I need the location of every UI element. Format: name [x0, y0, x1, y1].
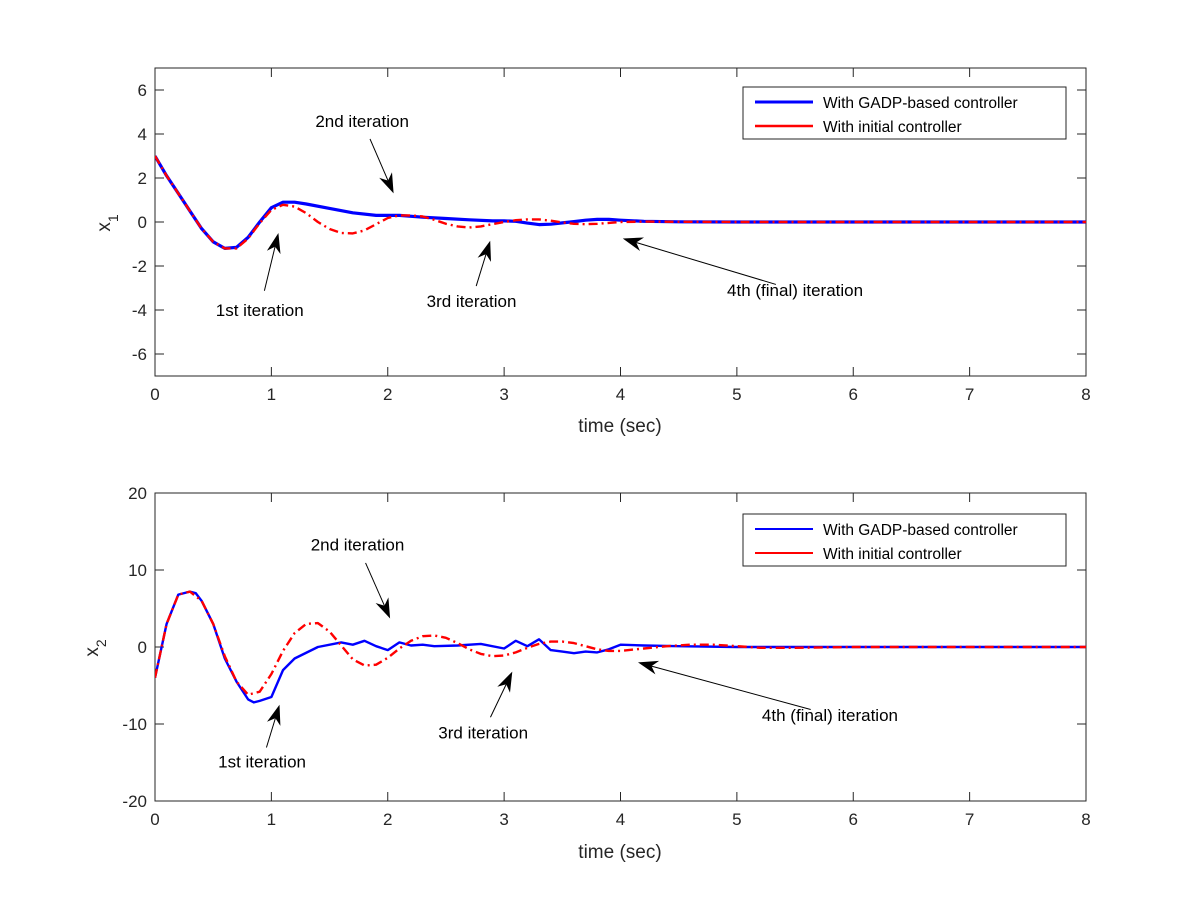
x-axis-label: time (sec): [578, 416, 661, 437]
annotation-label: 4th (final) iteration: [727, 281, 863, 300]
legend-box: [742, 86, 1067, 140]
annotation-label: 2nd iteration: [315, 112, 409, 131]
annotation-arrow: [369, 138, 389, 181]
annotation-label: 1st iteration: [218, 753, 306, 772]
legend-entry-initial: With initial controller: [823, 546, 962, 563]
x-tick-label: 4: [616, 810, 625, 829]
annotation-arrow: [651, 665, 811, 710]
series-line-initial: [155, 155, 1086, 250]
annotation-label: 3rd iteration: [438, 723, 528, 742]
x-tick-label: 5: [732, 385, 741, 404]
y-tick-label: 10: [128, 561, 147, 580]
legend-box: [742, 513, 1067, 567]
annotation-arrowhead: [497, 671, 513, 693]
x-tick-label: 6: [849, 385, 858, 404]
y-tick-label: 0: [138, 638, 147, 657]
y-tick-label: -2: [132, 257, 147, 276]
x-tick-label: 0: [150, 810, 159, 829]
x-tick-label: 3: [499, 385, 508, 404]
axis-ticks: 0 1 2 3 4 5 6 7 8 -20 -10 0 10 20: [122, 484, 1090, 829]
annotation-arrow: [263, 246, 276, 291]
legend: With GADP-based controller With initial …: [742, 86, 1067, 140]
annotation-arrow: [365, 562, 385, 606]
annotation-label: 3rd iteration: [427, 292, 517, 311]
x-axis-label: time (sec): [578, 842, 661, 863]
x-tick-label: 5: [732, 810, 741, 829]
x-tick-label: 3: [499, 810, 508, 829]
x-tick-label: 1: [267, 810, 276, 829]
annotation-arrowhead: [477, 240, 491, 262]
x-tick-label: 7: [965, 810, 974, 829]
annotation-arrowhead: [638, 660, 660, 675]
annotations: 2nd iteration 1st iteration 3rd iteration 4…: [218, 536, 898, 772]
annotations: 2nd iteration 1st iteration 3rd iteration 4…: [216, 112, 863, 320]
series-line-initial: [155, 590, 1086, 696]
x-tick-label: 4: [616, 385, 625, 404]
annotation-arrow: [475, 253, 487, 287]
annotation-arrow: [636, 242, 777, 285]
x-tick-label: 7: [965, 385, 974, 404]
x-tick-label: 8: [1081, 810, 1090, 829]
legend: With GADP-based controller With initial …: [742, 513, 1067, 567]
y-axis-label: x2: [82, 639, 109, 657]
x-tick-label: 2: [383, 385, 392, 404]
y-tick-label: -10: [122, 715, 147, 734]
y-tick-label: 6: [138, 81, 147, 100]
annotation-arrowhead: [622, 237, 644, 251]
annotation-label: 4th (final) iteration: [762, 706, 898, 725]
legend-entry-gadp: With GADP-based controller: [823, 522, 1018, 539]
annotation-label: 2nd iteration: [311, 536, 405, 555]
y-tick-label: 4: [138, 125, 147, 144]
y-tick-label: -4: [132, 301, 147, 320]
chart-x1: 0 1 2 3 4 5 6 7 8 -6 -4 -2 0 2 4 6 time (sec) x1 With G…: [94, 67, 1091, 437]
x-tick-label: 0: [150, 385, 159, 404]
y-tick-label: 2: [138, 169, 147, 188]
y-tick-label: 0: [138, 213, 147, 232]
series-group: [155, 155, 1086, 250]
annotation-arrow: [489, 684, 507, 718]
chart-x2: 0 1 2 3 4 5 6 7 8 -20 -10 0 10 20 time (sec) x2 With …: [82, 484, 1091, 863]
annotation-label: 1st iteration: [216, 301, 304, 320]
y-tick-label: 20: [128, 484, 147, 503]
axis-ticks: 0 1 2 3 4 5 6 7 8 -6 -4 -2 0 2 4 6: [132, 68, 1091, 404]
x-tick-label: 6: [849, 810, 858, 829]
x-tick-label: 1: [267, 385, 276, 404]
y-tick-label: -20: [122, 792, 147, 811]
y-tick-label: -6: [132, 345, 147, 364]
annotation-arrow: [265, 717, 276, 748]
x-tick-label: 2: [383, 810, 392, 829]
annotation-arrowhead: [267, 704, 281, 726]
legend-entry-initial: With initial controller: [823, 119, 962, 136]
annotation-arrowhead: [266, 233, 281, 255]
x-tick-label: 8: [1081, 385, 1090, 404]
legend-entry-gadp: With GADP-based controller: [823, 95, 1018, 112]
annotation-arrowhead: [379, 172, 394, 194]
series-group: [155, 590, 1086, 704]
annotation-arrowhead: [375, 597, 391, 619]
y-axis-label: x1: [94, 214, 121, 232]
